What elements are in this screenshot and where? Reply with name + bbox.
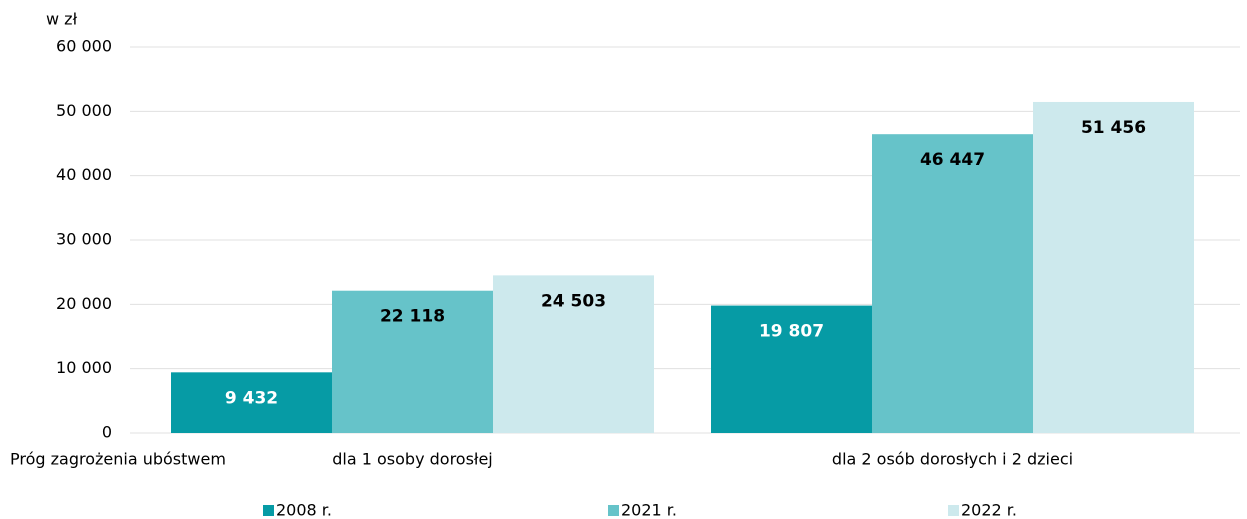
bar (493, 275, 654, 433)
y-tick-label: 30 000 (56, 230, 112, 249)
y-tick-label: 0 (102, 423, 112, 442)
y-tick-label: 10 000 (56, 358, 112, 377)
value-label: 46 447 (920, 150, 985, 170)
x-axis-label: Próg zagrożenia ubóstwem (10, 450, 226, 469)
legend-label: 2008 r. (276, 501, 332, 519)
value-label: 22 118 (380, 307, 445, 327)
y-axis-label: w zł (46, 10, 78, 29)
bar (332, 290, 493, 433)
legend-label: 2022 r. (961, 501, 1017, 519)
y-tick-label: 50 000 (56, 101, 112, 120)
legend-swatch (608, 505, 619, 516)
value-label: 24 503 (541, 291, 606, 311)
bar (1033, 101, 1194, 433)
value-label: 9 432 (225, 388, 278, 408)
x-tick-label: dla 2 osób dorosłych i 2 dzieci (832, 450, 1073, 469)
bar (711, 305, 872, 433)
legend-swatch (263, 505, 274, 516)
x-tick-label: dla 1 osoby dorosłej (332, 450, 493, 469)
value-label: 51 456 (1081, 118, 1146, 138)
y-tick-label: 60 000 (56, 37, 112, 56)
y-tick-label: 20 000 (56, 294, 112, 313)
y-tick-label: 40 000 (56, 165, 112, 184)
legend-label: 2021 r. (621, 501, 677, 519)
value-label: 19 807 (759, 322, 824, 342)
legend-swatch (948, 505, 959, 516)
bar (872, 134, 1033, 433)
bar (171, 372, 332, 433)
